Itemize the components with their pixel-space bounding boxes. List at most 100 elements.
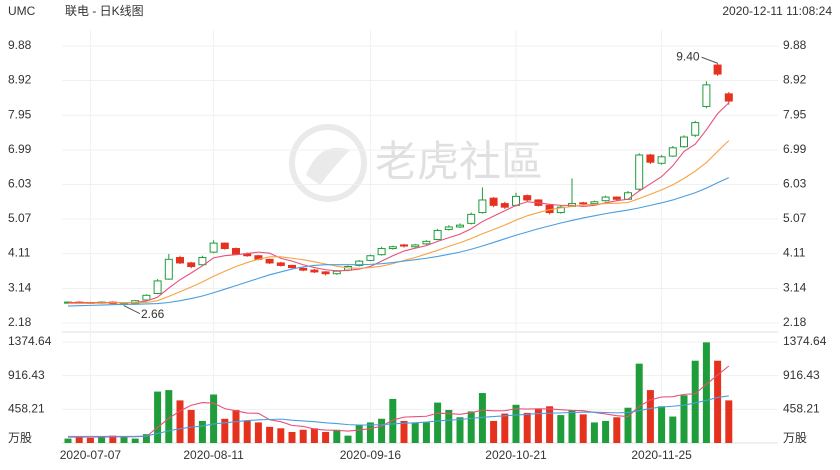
candle-body — [153, 280, 162, 295]
y-tick-label-right: 2.18 — [783, 315, 807, 329]
volume-unit-right: 万股 — [783, 431, 807, 445]
volume-bar — [602, 420, 610, 443]
candle-body — [433, 230, 442, 241]
volume-bar — [277, 428, 285, 443]
candle-body — [299, 267, 308, 271]
max-label: 9.40 — [676, 49, 700, 63]
candle-body — [668, 147, 677, 157]
candle-body — [310, 269, 319, 273]
candle-body — [209, 242, 218, 253]
volume-bar — [546, 406, 554, 443]
y-tick-label-right: 3.14 — [783, 281, 807, 295]
volume-bar — [725, 400, 733, 443]
volume-bar — [422, 422, 430, 443]
candle-body — [332, 270, 341, 275]
candle-body — [523, 195, 532, 201]
watermark: 老虎社區 — [375, 138, 543, 185]
y-tick-label-right: 8.92 — [783, 73, 807, 87]
x-tick-label: 2020-09-16 — [340, 448, 402, 462]
volume-bar — [254, 422, 262, 443]
volume-bar — [98, 436, 106, 443]
volume-bar — [344, 435, 352, 443]
candle-body — [680, 136, 688, 148]
volume-tick-label: 1374.64 — [8, 334, 52, 348]
candle-body — [321, 271, 330, 275]
y-tick-label: 6.03 — [8, 177, 32, 191]
candle-body — [456, 224, 464, 228]
volume-bar — [266, 426, 274, 443]
volume-bar — [86, 437, 94, 443]
candle-body — [400, 244, 408, 247]
volume-bar — [456, 417, 464, 443]
candle-body — [579, 202, 588, 205]
min-leader — [123, 305, 141, 315]
y-tick-label-right: 7.95 — [783, 108, 807, 122]
volume-bar — [635, 363, 643, 443]
candle-body — [590, 201, 599, 205]
volume-bar — [310, 428, 318, 443]
volume-bar — [467, 411, 475, 443]
y-tick-label: 8.92 — [8, 73, 32, 87]
candle-body — [164, 258, 173, 280]
y-tick-label-right: 4.11 — [783, 246, 806, 260]
volume-bar — [131, 438, 139, 443]
volume-bar — [557, 415, 565, 443]
candle-body — [556, 206, 565, 214]
ma-line — [68, 102, 730, 304]
volume-bar — [120, 437, 128, 443]
candle-body — [288, 264, 296, 269]
y-tick-label: 5.07 — [8, 211, 32, 225]
volume-ma-line — [68, 365, 730, 438]
volume-bar — [221, 418, 229, 443]
volume-bar — [187, 409, 195, 443]
volume-bar — [691, 360, 699, 443]
candle-body — [489, 197, 498, 206]
candle-body — [220, 242, 229, 250]
candle-body — [612, 196, 621, 200]
x-tick-label: 2020-07-07 — [60, 448, 122, 462]
volume-tick-label-right: 458.21 — [783, 402, 820, 416]
y-tick-label: 7.95 — [8, 108, 32, 122]
volume-bar — [75, 437, 83, 443]
candle-body — [411, 244, 420, 248]
ma-line — [67, 177, 730, 307]
watermark-logo — [289, 124, 367, 202]
volume-bar — [378, 418, 386, 443]
y-tick-label: 3.14 — [8, 281, 32, 295]
y-tick-label-right: 6.99 — [783, 142, 807, 156]
candle-body — [422, 240, 431, 245]
chart-title: 联电 - 日K线图 — [65, 4, 144, 18]
y-tick-label-right: 5.07 — [783, 211, 807, 225]
candle-body — [366, 255, 375, 261]
volume-bar — [568, 409, 576, 443]
volume-bar — [411, 422, 419, 443]
volume-bar — [714, 360, 722, 443]
volume-bar — [64, 438, 72, 443]
volume-bar — [176, 400, 184, 443]
volume-bar — [198, 420, 206, 443]
volume-bar — [501, 413, 509, 443]
volume-bar — [534, 408, 542, 443]
timestamp: 2020-12-11 11:08:24 — [722, 4, 832, 18]
volume-bar — [366, 422, 374, 443]
volume-bar — [389, 398, 397, 443]
candle-body — [713, 64, 722, 75]
y-tick-label: 9.88 — [8, 38, 32, 52]
volume-bar — [165, 390, 173, 443]
candle-body — [232, 248, 240, 255]
candle-body — [635, 154, 644, 190]
volume-bar — [400, 420, 408, 443]
volume-tick-label: 916.43 — [8, 368, 45, 382]
x-tick-label: 2020-10-21 — [485, 448, 547, 462]
volume-bar — [680, 395, 688, 443]
candle-body — [702, 84, 711, 107]
volume-bar — [478, 393, 486, 443]
candle-body — [691, 122, 700, 136]
y-tick-label-right: 6.03 — [783, 177, 807, 191]
candle-body — [142, 294, 151, 301]
candle-body — [601, 196, 610, 202]
volume-tick-label-right: 916.43 — [783, 368, 820, 382]
y-tick-label-right: 9.88 — [783, 38, 807, 52]
max-leader — [701, 56, 718, 64]
